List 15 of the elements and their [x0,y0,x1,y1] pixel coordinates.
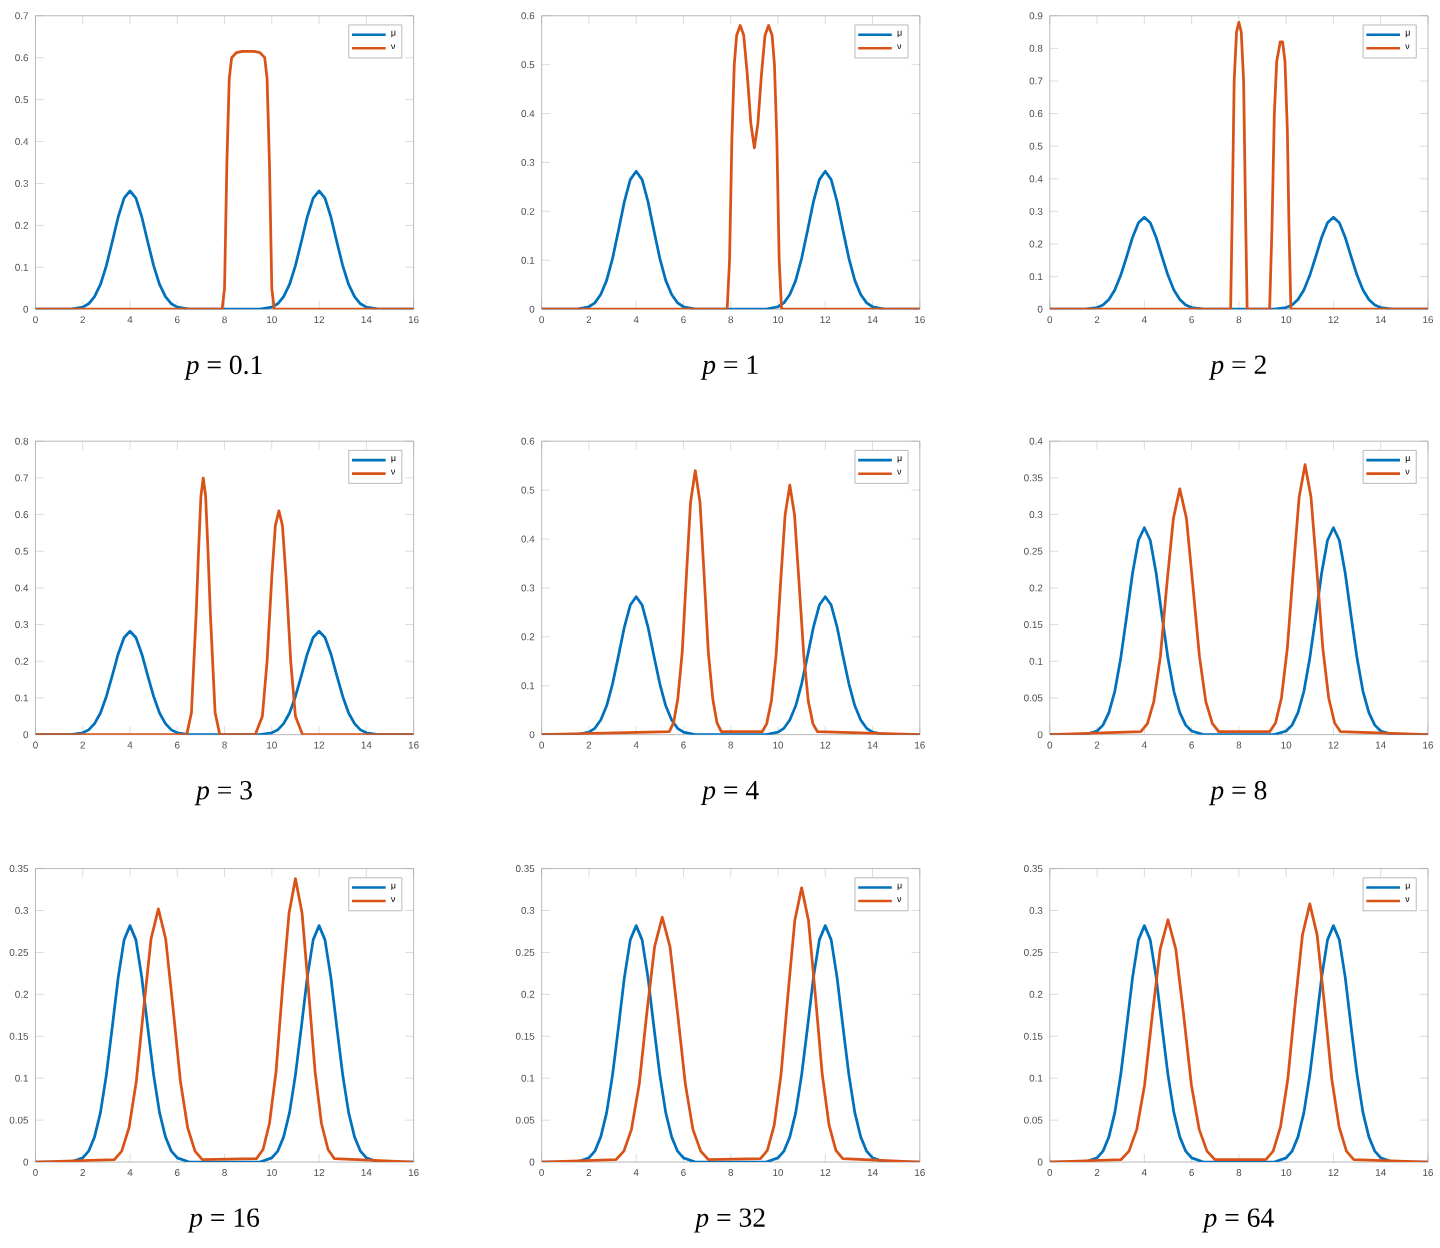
x-axis-title: p = 2 [1208,355,1266,380]
line-series [541,468,920,735]
x-axis-title: p = 4 [700,780,759,805]
line-series [541,23,920,309]
line-series [1049,462,1428,735]
x-axis-title: p = 64 [1201,1208,1274,1233]
line-series [1049,20,1428,309]
line-series [35,876,414,1162]
x-axis-title: p = 8 [1208,780,1267,805]
x-axis-title: p = 1 [700,355,758,380]
line-series [35,476,414,735]
x-axis-title: p = 3 [194,780,252,805]
x-axis-title: p = 16 [187,1208,260,1233]
x-axis-title: p = 32 [693,1208,765,1233]
x-axis-title: p = 0.1 [184,355,262,380]
